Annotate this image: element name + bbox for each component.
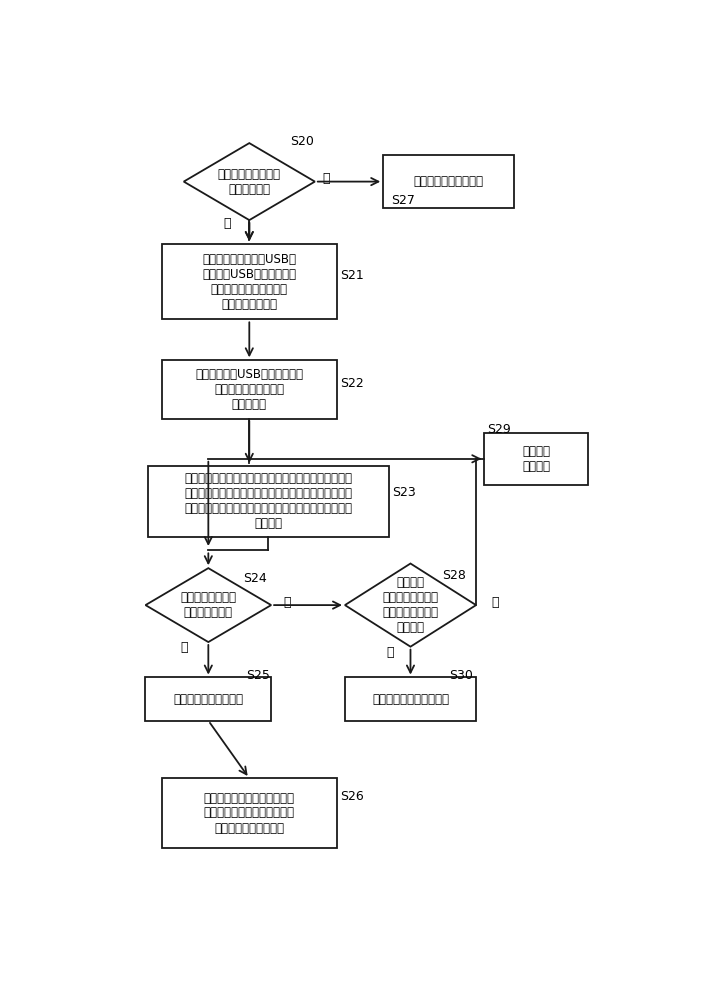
Bar [145, 677, 271, 721]
Polygon shape [345, 564, 476, 647]
Text: 判别待测装置是否已
安装除错模式: 判别待测装置是否已 安装除错模式 [218, 168, 281, 196]
Text: 设定待测装置优先由USB盘
开机，且USB盘依据对应的
待测装置建立对应的装置
识别码至待测装置: 设定待测装置优先由USB盘 开机，且USB盘依据对应的 待测装置建立对应的装置 … [202, 253, 296, 311]
Polygon shape [184, 143, 315, 220]
Bar [484, 433, 588, 485]
Bar [162, 244, 337, 319]
Text: S30: S30 [449, 669, 472, 682]
Bar [148, 466, 388, 537]
Text: 是: 是 [180, 641, 188, 654]
Bar [384, 155, 515, 208]
Text: S20: S20 [290, 135, 314, 148]
Text: S28: S28 [442, 569, 466, 582]
Text: S24: S24 [243, 572, 266, 585]
Bar [162, 360, 337, 419]
Text: 是: 是 [322, 172, 329, 185]
Text: S27: S27 [391, 194, 415, 207]
Text: 否: 否 [491, 596, 499, 609]
Text: 是: 是 [386, 646, 394, 659]
Text: 否: 否 [284, 596, 291, 609]
Text: 待测装置发出一警示灯号: 待测装置发出一警示灯号 [372, 693, 449, 706]
Text: 否: 否 [223, 217, 231, 230]
Bar [162, 778, 337, 848]
Text: 待测装置判别是否
接收到签章文件: 待测装置判别是否 接收到签章文件 [180, 591, 236, 619]
Bar [345, 677, 476, 721]
Text: 待测装置
判别是否超过第一
预定次数未接收到
签章文件: 待测装置 判别是否超过第一 预定次数未接收到 签章文件 [383, 576, 439, 634]
Text: 延迟第二
延迟时间: 延迟第二 延迟时间 [522, 445, 550, 473]
Text: S22: S22 [341, 377, 364, 390]
Text: 待测装置执行除错模式: 待测装置执行除错模式 [414, 175, 484, 188]
Text: S21: S21 [341, 269, 364, 282]
Text: S25: S25 [247, 669, 271, 682]
Text: 待测装置通过USB盘重新开机，
并依据装置识别码产生
二进位文件: 待测装置通过USB盘重新开机， 并依据装置识别码产生 二进位文件 [195, 368, 303, 411]
Polygon shape [145, 568, 271, 642]
Text: S23: S23 [393, 486, 416, 499]
Text: 服务器接收二进位文件，并利用硬件安全模块对二进位
文件进行签章，以产生签章文件，且于服务器产生签章
文件过程中，待测装置于第一延迟时间后向服务器要求
签章文件: 服务器接收二进位文件，并利用硬件安全模块对二进位 文件进行签章，以产生签章文件，… [185, 472, 352, 530]
Text: 设定待测装置优先由待测装置
的存储器开机而重新开机，使
待测装置执行除错模式: 设定待测装置优先由待测装置 的存储器开机而重新开机，使 待测装置执行除错模式 [204, 792, 295, 834]
Text: S26: S26 [341, 790, 364, 803]
Text: S29: S29 [487, 423, 510, 436]
Text: 待测装置安装除错模式: 待测装置安装除错模式 [173, 693, 243, 706]
